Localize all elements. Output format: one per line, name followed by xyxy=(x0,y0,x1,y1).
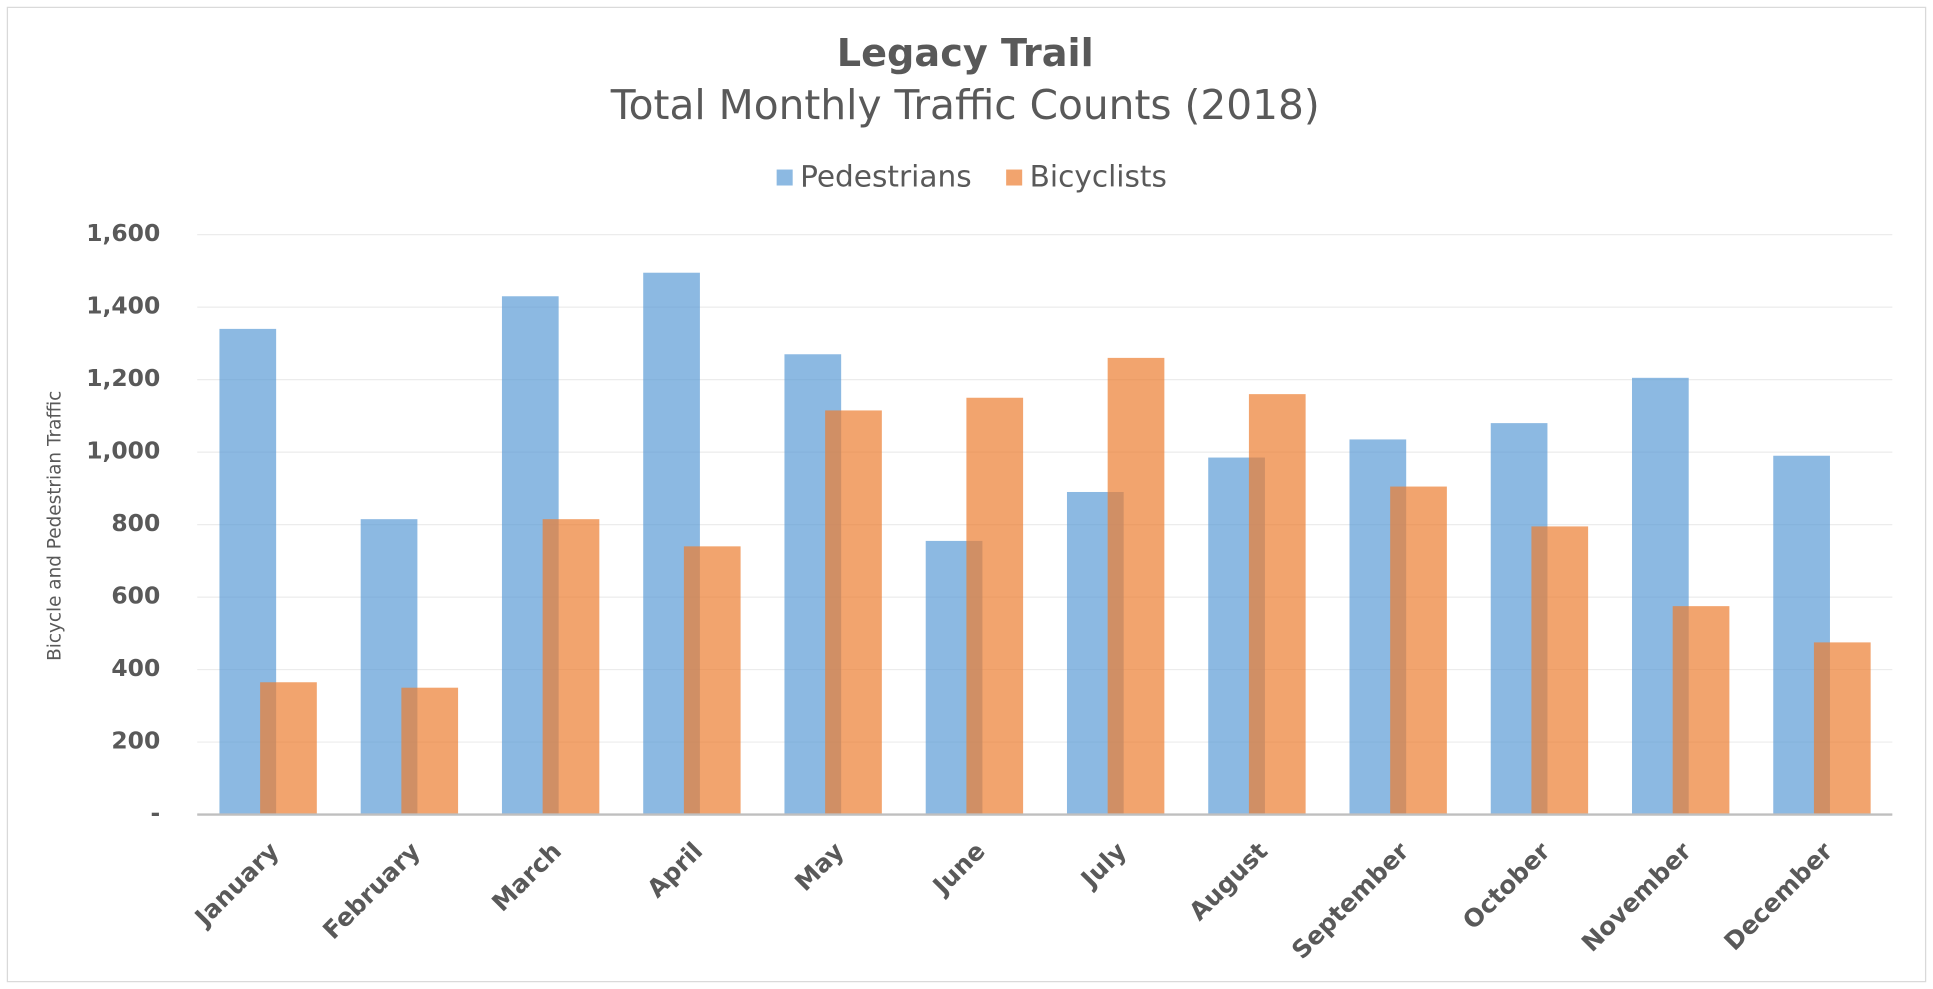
chart-title: Legacy Trail xyxy=(837,31,1094,75)
y-tick-label: 600 xyxy=(111,582,160,610)
bar xyxy=(1813,642,1871,815)
y-tick-label: 400 xyxy=(111,654,160,682)
legend-label: Pedestrians xyxy=(800,160,972,194)
bar xyxy=(1107,357,1165,815)
y-tick-label: 1,200 xyxy=(86,364,160,392)
bar xyxy=(401,687,459,815)
bar xyxy=(966,397,1024,815)
bar xyxy=(825,410,882,815)
y-axis-label: Bicycle and Pedestrian Traffic xyxy=(44,391,65,661)
legend-swatch xyxy=(1006,169,1023,186)
bar xyxy=(542,519,600,815)
y-tick-label: 1,400 xyxy=(86,292,160,320)
y-tick-label: 800 xyxy=(111,509,160,537)
bar xyxy=(1531,526,1589,815)
y-tick-label: 1,000 xyxy=(86,437,160,465)
y-tick-label: 1,600 xyxy=(86,219,160,247)
legend-label: Bicyclists xyxy=(1030,160,1167,194)
legend-swatch xyxy=(776,169,793,186)
bar xyxy=(1672,606,1730,815)
bar xyxy=(260,682,317,815)
y-tick-label: 200 xyxy=(111,727,160,755)
bar xyxy=(1390,486,1447,815)
chart-subtitle: Total Monthly Traffic Counts (2018) xyxy=(610,81,1320,129)
y-tick-label: - xyxy=(151,799,161,827)
bar xyxy=(683,546,741,815)
bar xyxy=(1248,394,1306,815)
